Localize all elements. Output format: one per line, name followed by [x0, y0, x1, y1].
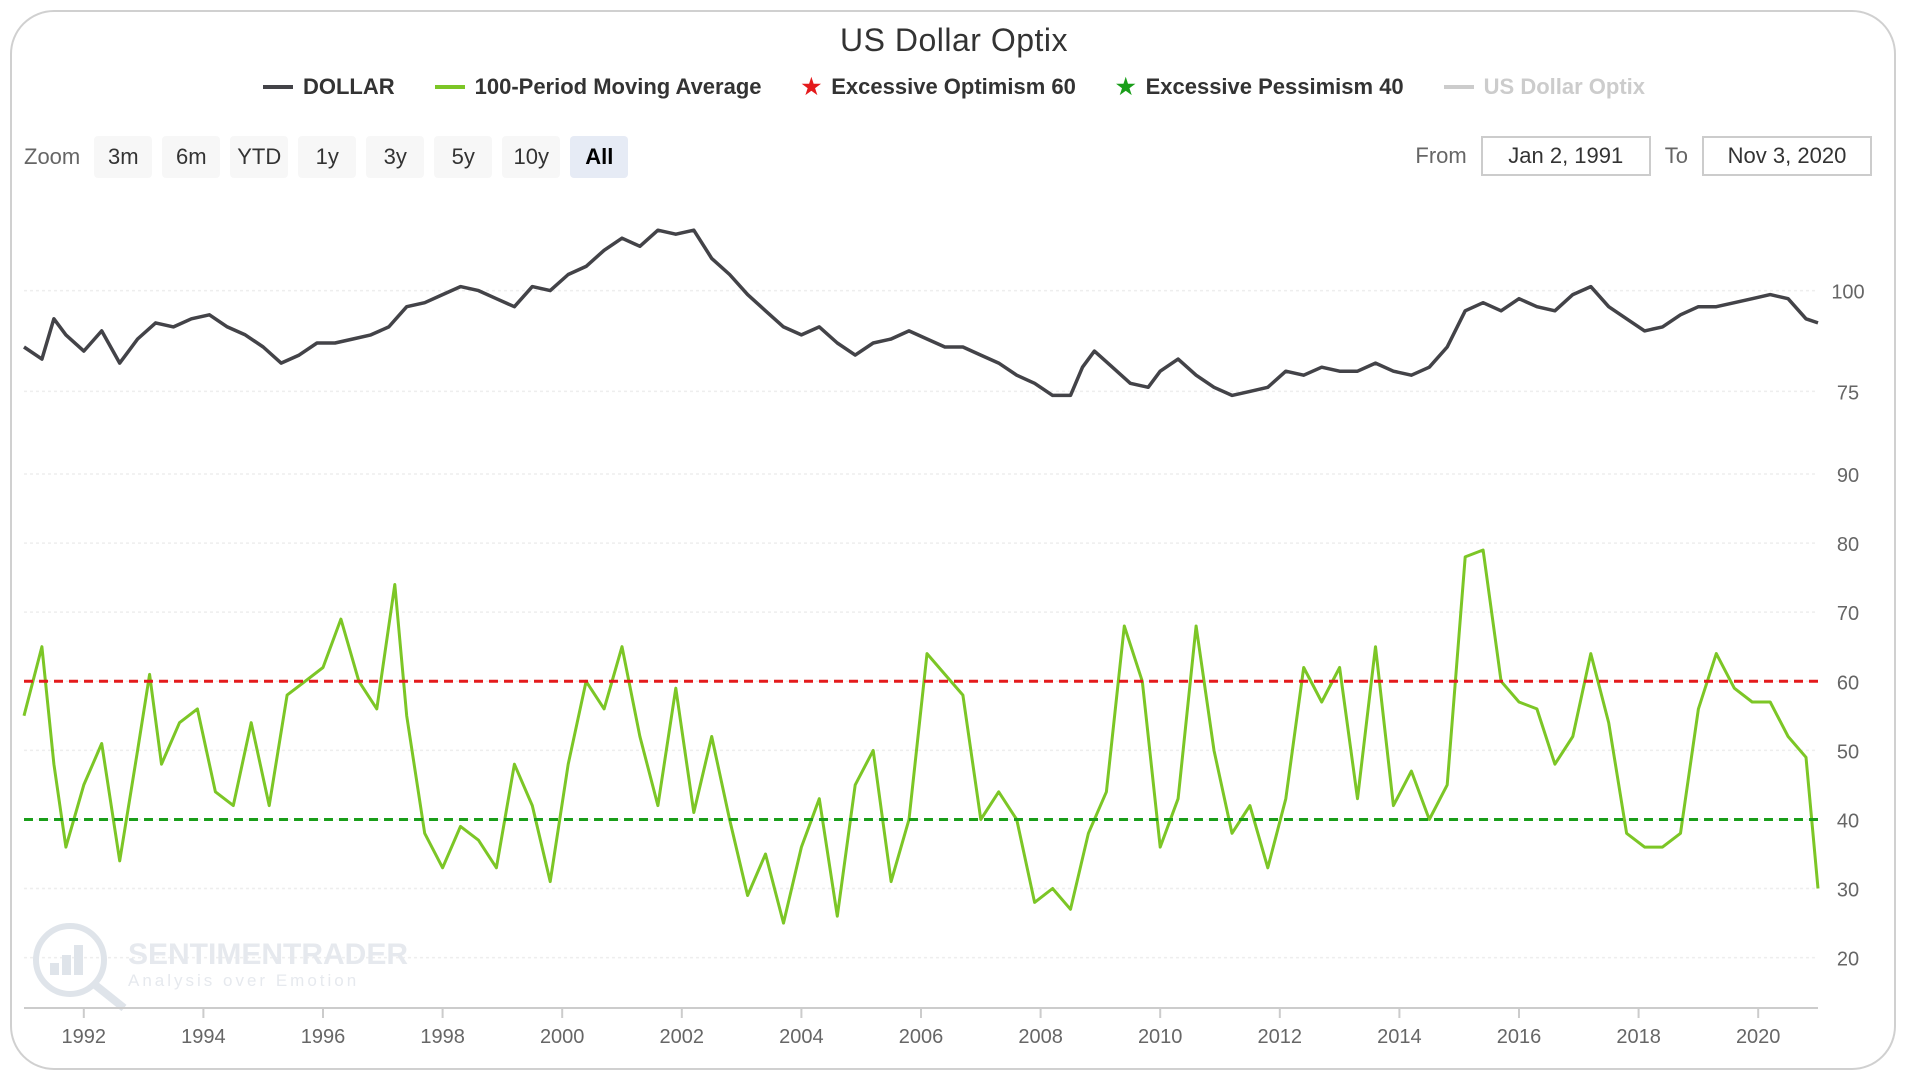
- y-tick-label: 75: [1837, 382, 1859, 404]
- legend-item-dollar[interactable]: DOLLAR: [262, 74, 395, 100]
- legend: DOLLAR 100-Period Moving Average ★ Excessiv…: [0, 74, 1908, 100]
- legend-label: Excessive Optimism 60: [831, 74, 1076, 99]
- x-tick-label: 2004: [779, 1026, 824, 1048]
- y-tick-label: 90: [1837, 465, 1859, 487]
- series-line-100-period-moving-average: [22, 548, 1820, 925]
- y-tick-label: 20: [1837, 949, 1859, 971]
- watermark-bar: [74, 945, 83, 975]
- y-tick-label: 40: [1837, 810, 1859, 832]
- x-tick-label: 2002: [660, 1026, 705, 1048]
- x-tick-label: 2006: [899, 1026, 944, 1048]
- line-icon: [262, 85, 293, 89]
- legend-label: Excessive Pessimism 40: [1145, 74, 1404, 99]
- zoom-label: Zoom: [24, 144, 81, 169]
- x-tick-label: 1992: [62, 1026, 107, 1048]
- legend-label: US Dollar Optix: [1483, 74, 1646, 99]
- x-tick-label: 2008: [1018, 1026, 1063, 1048]
- line-icon: [1443, 85, 1474, 89]
- to-label: To: [1664, 143, 1688, 168]
- y-tick-label: 80: [1837, 534, 1859, 556]
- star-icon: ★: [1115, 74, 1136, 99]
- legend-item-100-period-moving-average[interactable]: 100-Period Moving Average: [434, 74, 762, 100]
- x-tick-label: 2018: [1616, 1026, 1661, 1048]
- x-tick-label: 2010: [1138, 1026, 1183, 1048]
- x-tick-label: 2012: [1258, 1026, 1303, 1048]
- zoom-button-3m[interactable]: 3m: [94, 136, 153, 178]
- watermark-brand: SENTIMENTRADER: [128, 938, 408, 971]
- zoom-bar: Zoom 3m 6m YTD 1y 3y 5y 10y All: [24, 136, 629, 178]
- legend-item-excessive-optimism-60[interactable]: ★ Excessive Optimism 60: [802, 74, 1076, 100]
- watermark-tagline: Analysis over Emotion: [128, 971, 359, 990]
- watermark-bar: [50, 963, 59, 975]
- x-tick-label: 1998: [420, 1026, 465, 1048]
- x-tick-label: 1994: [181, 1026, 226, 1048]
- zoom-button-1y[interactable]: 1y: [298, 136, 357, 178]
- line-icon: [434, 85, 465, 89]
- to-date-input[interactable]: Nov 3, 2020: [1702, 136, 1872, 176]
- x-tick-label: 2020: [1736, 1026, 1781, 1048]
- watermark-bar: [62, 955, 71, 975]
- legend-label: 100-Period Moving Average: [474, 74, 762, 99]
- x-tick-label: 2000: [540, 1026, 585, 1048]
- y-tick-label: 50: [1837, 741, 1859, 763]
- zoom-button-all[interactable]: All: [570, 136, 629, 178]
- magnifier-chart-icon: [33, 923, 107, 997]
- zoom-button-ytd[interactable]: YTD: [230, 136, 289, 178]
- y-tick-label: 60: [1837, 672, 1859, 694]
- date-range-selector: From Jan 2, 1991 To Nov 3, 2020: [1415, 136, 1872, 176]
- zoom-button-6m[interactable]: 6m: [162, 136, 221, 178]
- from-date-input[interactable]: Jan 2, 1991: [1480, 136, 1651, 176]
- y-tick-label: 100: [1831, 282, 1864, 304]
- chart-title: US Dollar Optix: [840, 22, 1068, 58]
- zoom-button-10y[interactable]: 10y: [502, 136, 561, 178]
- chart-container: [10, 10, 1896, 1070]
- magnifier-handle: [91, 980, 127, 1012]
- legend-label: DOLLAR: [302, 74, 395, 99]
- star-icon: ★: [801, 74, 822, 99]
- series-line-dollar: [23, 228, 1819, 398]
- zoom-button-5y[interactable]: 5y: [434, 136, 493, 178]
- legend-item-excessive-pessimism-40[interactable]: ★ Excessive Pessimism 40: [1116, 74, 1404, 100]
- legend-item-us-dollar-optix[interactable]: US Dollar Optix: [1443, 74, 1646, 100]
- x-tick-label: 1996: [301, 1026, 346, 1048]
- x-tick-label: 2016: [1497, 1026, 1542, 1048]
- y-tick-label: 70: [1837, 603, 1859, 625]
- zoom-button-3y[interactable]: 3y: [366, 136, 425, 178]
- y-tick-label: 30: [1837, 880, 1859, 902]
- from-label: From: [1415, 143, 1467, 168]
- x-tick-label: 2014: [1377, 1026, 1422, 1048]
